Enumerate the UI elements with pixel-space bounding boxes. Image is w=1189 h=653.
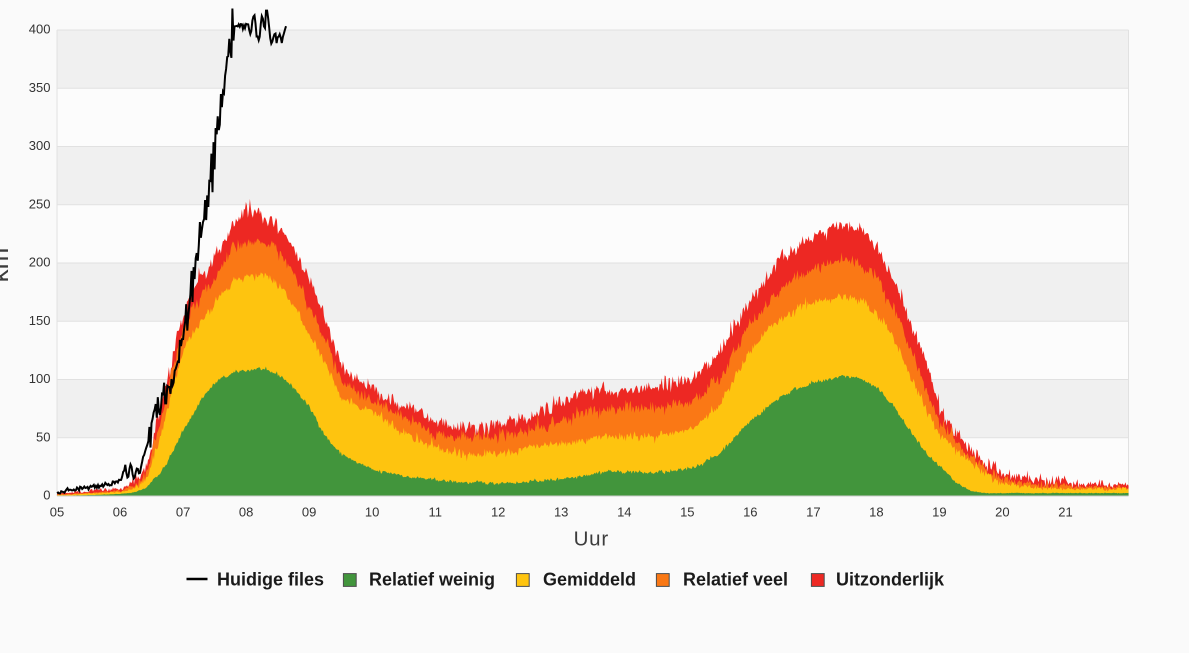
svg-text:km: km xyxy=(0,248,14,283)
svg-text:50: 50 xyxy=(36,429,50,444)
svg-text:12: 12 xyxy=(491,505,505,520)
svg-text:06: 06 xyxy=(113,505,127,520)
svg-text:14: 14 xyxy=(617,505,631,520)
svg-text:Huidige files: Huidige files xyxy=(217,570,324,590)
svg-text:07: 07 xyxy=(176,505,190,520)
svg-text:0: 0 xyxy=(43,488,50,503)
svg-text:10: 10 xyxy=(365,505,379,520)
svg-text:200: 200 xyxy=(29,255,51,270)
svg-text:Relatief weinig: Relatief weinig xyxy=(369,570,495,590)
svg-text:Uur: Uur xyxy=(574,528,609,551)
svg-text:09: 09 xyxy=(302,505,316,520)
svg-text:08: 08 xyxy=(239,505,253,520)
svg-text:400: 400 xyxy=(29,22,51,37)
svg-text:18: 18 xyxy=(869,505,883,520)
svg-text:150: 150 xyxy=(29,313,51,328)
svg-text:300: 300 xyxy=(29,138,51,153)
svg-text:350: 350 xyxy=(29,80,51,95)
svg-text:13: 13 xyxy=(554,505,568,520)
svg-text:100: 100 xyxy=(29,371,51,386)
svg-text:21: 21 xyxy=(1058,505,1072,520)
svg-text:20: 20 xyxy=(995,505,1009,520)
svg-text:15: 15 xyxy=(680,505,694,520)
svg-text:19: 19 xyxy=(932,505,946,520)
svg-text:Uitzonderlijk: Uitzonderlijk xyxy=(836,570,945,590)
svg-text:250: 250 xyxy=(29,196,51,211)
svg-text:Gemiddeld: Gemiddeld xyxy=(543,570,636,590)
svg-text:05: 05 xyxy=(50,505,64,520)
svg-text:11: 11 xyxy=(428,505,442,520)
svg-text:17: 17 xyxy=(806,505,820,520)
svg-text:16: 16 xyxy=(743,505,757,520)
svg-text:Relatief veel: Relatief veel xyxy=(683,570,788,590)
